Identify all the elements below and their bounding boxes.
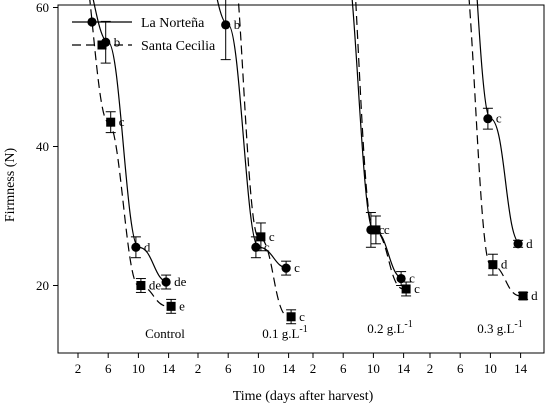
- series-line-2: [355, 0, 404, 290]
- legend: La Norteña Santa Cecilia: [72, 16, 216, 54]
- significance-label: de: [174, 274, 187, 289]
- data-point-square: [518, 291, 528, 301]
- x-tick-label: 6: [457, 361, 464, 376]
- data-point-square: [166, 301, 176, 311]
- significance-label: c: [496, 111, 502, 126]
- x-tick-label: 6: [340, 361, 347, 376]
- x-tick-label: 2: [310, 361, 317, 376]
- data-point-circle: [251, 242, 261, 252]
- significance-label: b: [114, 34, 121, 49]
- legend-label-2: Santa Cecilia: [141, 39, 216, 54]
- data-point-square: [488, 260, 498, 270]
- data-point-square: [401, 284, 411, 294]
- significance-label: c: [299, 309, 305, 324]
- panel-label: 0.1 g.L-1: [262, 324, 308, 341]
- significance-label: de: [149, 278, 162, 293]
- significance-label: c: [294, 260, 300, 275]
- x-axis-title: Time (days after harvest): [233, 389, 374, 404]
- panel-3: abbccaabcc0.2 g.L-1: [351, 0, 420, 336]
- series-line-1: [476, 0, 521, 245]
- significance-label: c: [409, 271, 415, 286]
- data-point-circle: [281, 263, 291, 273]
- data-point-circle: [513, 239, 523, 249]
- data-point-circle: [131, 242, 141, 252]
- y-axis-title: Firmness (N): [3, 148, 18, 223]
- x-tick-label: 14: [514, 361, 528, 376]
- x-tick-label: 2: [75, 361, 82, 376]
- legend-label-1: La Norteña: [141, 16, 205, 31]
- data-point-circle: [161, 277, 171, 287]
- series-line-2: [237, 0, 289, 318]
- significance-label: c: [119, 114, 125, 129]
- panel-4: abacdabdd0.3 g.L-1: [468, 0, 538, 336]
- panels: abddeacdeeControlabbccaacc0.1 g.L-1abbcc…: [89, 0, 538, 341]
- x-tick-label: 14: [397, 361, 411, 376]
- significance-label: d: [144, 239, 151, 254]
- x-tick-label: 10: [252, 361, 265, 376]
- series-line-1: [92, 0, 169, 283]
- data-point-circle: [483, 114, 493, 124]
- x-tick-label: 10: [132, 361, 145, 376]
- significance-label: c: [379, 222, 385, 237]
- significance-label: c: [414, 281, 420, 296]
- data-point-square: [371, 225, 381, 235]
- significance-label: d: [531, 288, 538, 303]
- legend-marker-square: [97, 40, 107, 50]
- data-point-square: [286, 312, 296, 322]
- y-axis: 20406080: [36, 0, 58, 293]
- significance-label: c: [264, 239, 270, 254]
- x-tick-label: 10: [367, 361, 380, 376]
- significance-label: d: [526, 236, 533, 251]
- x-tick-label: 6: [225, 361, 232, 376]
- series-line-2: [468, 0, 521, 297]
- panel-label: 0.2 g.L-1: [367, 319, 413, 336]
- data-point-square: [256, 232, 266, 242]
- significance-label: e: [179, 298, 185, 313]
- panel-label: 0.3 g.L-1: [477, 319, 523, 336]
- legend-marker-circle: [87, 17, 97, 27]
- x-tick-label: 2: [427, 361, 434, 376]
- data-point-square: [136, 281, 146, 290]
- x-tick-label: 2: [195, 361, 202, 376]
- x-tick-label: 10: [484, 361, 497, 376]
- significance-label: c: [269, 229, 275, 244]
- data-point-circle: [396, 273, 406, 284]
- significance-label: c: [384, 222, 390, 237]
- panel-2: abbccaacc0.1 g.L-1: [216, 0, 308, 341]
- data-point-square: [106, 117, 116, 127]
- plot-frame: [57, 4, 545, 354]
- series-line-2: [89, 0, 169, 307]
- x-tick-label: 6: [105, 361, 112, 376]
- x-axis: 2 6 10 14 2 6 10 14 2 6 10 14 2 6 10 14: [75, 353, 528, 376]
- panel-label: Control: [145, 326, 185, 341]
- y-tick-label: 40: [36, 139, 49, 154]
- data-point-circle: [221, 20, 231, 30]
- x-tick-label: 14: [162, 361, 176, 376]
- significance-label: d: [501, 257, 508, 272]
- significance-label: b: [234, 17, 241, 32]
- series-line-1: [351, 0, 404, 280]
- y-tick-label: 20: [36, 278, 49, 293]
- x-tick-label: 14: [282, 361, 296, 376]
- y-tick-label: 60: [36, 0, 49, 15]
